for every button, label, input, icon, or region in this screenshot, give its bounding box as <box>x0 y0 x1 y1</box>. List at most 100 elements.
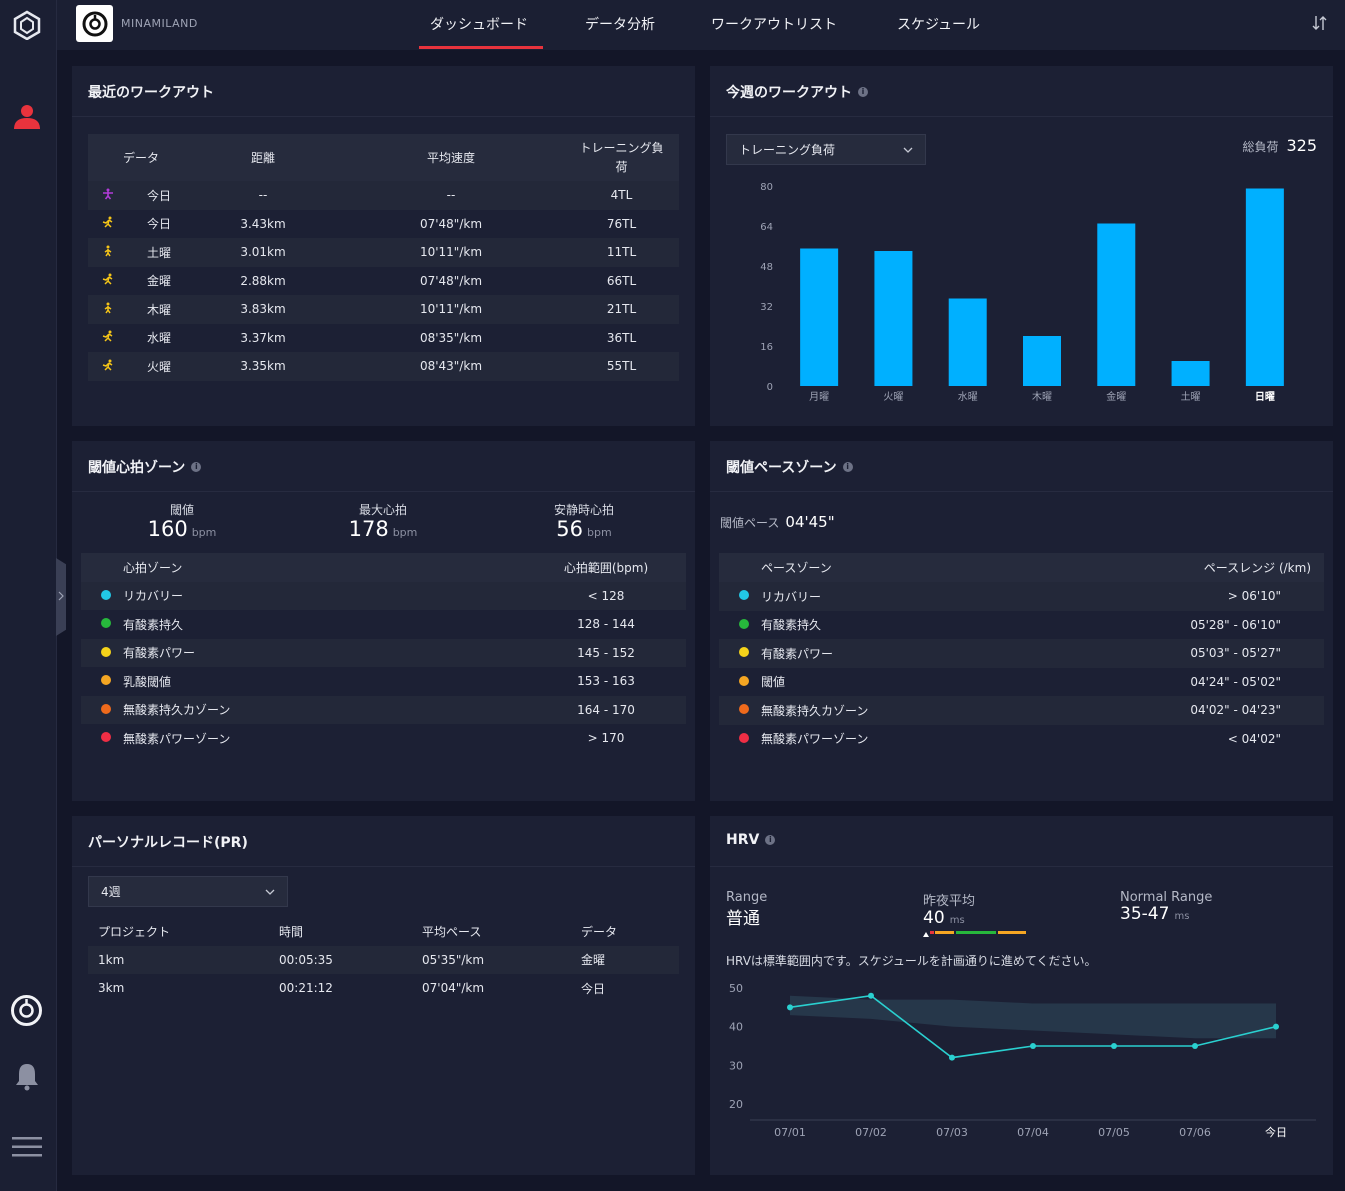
workout-distance: -- <box>198 181 328 210</box>
col-header-project: プロジェクト <box>98 924 171 939</box>
zone-dot-cell <box>719 611 761 640</box>
table-row[interactable]: 金曜 2.88km 07'48"/km 66TL <box>88 267 679 296</box>
tab-data-analysis[interactable]: データ分析 <box>585 17 655 33</box>
workout-date: 水曜 <box>147 331 172 346</box>
table-row[interactable]: 水曜 3.37km 08'35"/km 36TL <box>88 324 679 353</box>
metric-select[interactable]: トレーニング負荷 <box>726 134 926 165</box>
tab-schedule[interactable]: スケジュール <box>897 17 981 33</box>
bar[interactable] <box>1023 336 1061 386</box>
activity-icon-cell <box>88 295 123 324</box>
zone-color-dot <box>739 590 749 601</box>
workout-distance: 3.37km <box>240 330 286 345</box>
bar[interactable] <box>1171 361 1210 386</box>
zone-name: 有酸素パワー <box>123 638 526 667</box>
hr-stat-unit: bpm <box>392 526 418 539</box>
x-tick-label: 金曜 <box>1106 390 1126 403</box>
watch-icon[interactable] <box>10 994 43 1027</box>
zone-color-dot <box>739 618 749 629</box>
workout-distance: 3.43km <box>240 216 286 231</box>
zone-color-dot <box>739 647 749 658</box>
workout-speed: 08'35"/km <box>419 330 483 345</box>
workout-load: 4TL <box>574 181 679 210</box>
info-icon[interactable]: i <box>765 835 776 845</box>
table-header: ペースゾーン ペースレンジ (/km) <box>719 553 1324 582</box>
zone-dot-cell <box>719 725 761 754</box>
table-row[interactable]: 3km 00:21:12 07'04"/km 今日 <box>88 974 679 1003</box>
zone-color-dot <box>739 704 749 715</box>
app-logo-icon[interactable] <box>12 10 42 40</box>
y-tick-label: 80 <box>760 182 773 193</box>
menu-icon[interactable] <box>12 1136 42 1158</box>
y-tick-label: 32 <box>760 302 773 313</box>
card-title: 今週のワークアウト i <box>726 82 868 102</box>
hrv-data-point[interactable] <box>1111 1043 1117 1049</box>
info-icon[interactable]: i <box>842 462 853 472</box>
x-tick-label: 水曜 <box>958 391 978 403</box>
table-row[interactable]: 1km 00:05:35 05'35"/km 金曜 <box>88 945 679 974</box>
table-row[interactable]: 土曜 3.01km 10'11"/km 11TL <box>88 238 679 267</box>
bell-icon[interactable] <box>13 1061 41 1091</box>
tab-dashboard[interactable]: ダッシュボード <box>430 17 528 33</box>
x-tick-label: 07/06 <box>1179 1126 1211 1139</box>
activity-icon-cell <box>88 238 123 267</box>
hrv-data-point[interactable] <box>1030 1043 1036 1049</box>
zone-range: > 06'10" <box>1111 582 1324 611</box>
pace-zone-title: 閾値ペースゾーン <box>726 460 837 476</box>
table-row: 有酸素持久 05'28" - 06'10" <box>719 611 1324 640</box>
bar[interactable] <box>948 298 987 387</box>
brand-avatar[interactable] <box>76 5 113 42</box>
hrv-line-chart: 20 30 40 50 07/01 07/02 07/03 07/04 07/05 07/06 今日 <box>729 982 1316 1139</box>
zone-color-dot <box>101 646 111 657</box>
user-icon[interactable] <box>12 101 42 131</box>
bar[interactable] <box>1097 223 1136 387</box>
activity-icon-cell <box>88 324 123 353</box>
tab-workout-list[interactable]: ワークアウトリスト <box>711 17 837 33</box>
card-title: パーソナルレコード(PR) <box>88 832 248 852</box>
table-row[interactable]: 今日 3.43km 07'48"/km 76TL <box>88 210 679 239</box>
chevron-down-icon <box>265 889 275 895</box>
hr-zone-title: 閾値心拍ゾーン <box>88 460 186 476</box>
hrv-data-point[interactable] <box>868 992 874 999</box>
hrv-normal-value: 35-47 <box>1120 904 1170 924</box>
pr-time: 00:21:12 <box>279 981 333 996</box>
bar[interactable] <box>874 251 913 386</box>
zone-range: < 128 <box>526 581 686 610</box>
table-row: 閾値 04'24" - 05'02" <box>719 668 1324 697</box>
hrv-data-point[interactable] <box>1192 1043 1198 1049</box>
walk-icon <box>104 302 111 314</box>
hr-stat-value: 56 <box>556 517 584 541</box>
workout-speed: 10'11"/km <box>328 295 574 324</box>
table-row[interactable]: 火曜 3.35km 08'43"/km 55TL <box>88 352 679 381</box>
table-row: 有酸素パワー 145 - 152 <box>81 638 686 667</box>
activity-icon-cell <box>88 352 123 381</box>
info-icon[interactable]: i <box>191 462 202 472</box>
sort-icon[interactable] <box>1312 14 1328 32</box>
pr-date: 金曜 <box>581 945 679 974</box>
workout-date: 木曜 <box>123 295 198 324</box>
chevron-right-icon <box>58 591 64 601</box>
run-icon <box>102 359 112 371</box>
col-header-date: データ <box>581 924 618 939</box>
x-tick-label: 07/05 <box>1098 1126 1130 1139</box>
info-icon[interactable]: i <box>858 87 868 97</box>
table-row: 有酸素パワー 05'03" - 05'27" <box>719 639 1324 668</box>
col-header-distance: 距離 <box>198 134 328 181</box>
table-row[interactable]: 今日 -- -- 4TL <box>88 181 679 210</box>
hr-stat: 最大心拍 178 bpm <box>323 501 443 541</box>
col-header-zone: 心拍ゾーン <box>123 553 526 582</box>
recent-workouts-card: 最近のワークアウト データ 距離 平均速度 トレーニング負荷 今日 -- -- 4TL… <box>72 66 695 426</box>
period-select[interactable]: 4週 <box>88 876 288 907</box>
bar[interactable] <box>800 248 839 387</box>
hrv-data-point[interactable] <box>949 1054 955 1061</box>
zone-color-dot <box>739 732 749 743</box>
sidebar-expand-handle[interactable] <box>56 558 66 636</box>
x-tick-label: 日曜 <box>1255 391 1275 403</box>
table-row[interactable]: 木曜 3.83km 10'11"/km 21TL <box>88 295 679 324</box>
x-tick-label: 07/02 <box>855 1126 887 1139</box>
hrv-data-point[interactable] <box>1273 1023 1279 1030</box>
pace-zone-table: ペースゾーン ペースレンジ (/km) リカバリー > 06'10" 有酸素持久 05… <box>719 553 1324 753</box>
hrv-data-point[interactable] <box>787 1004 793 1011</box>
workout-date: 今日 <box>123 181 198 210</box>
bar[interactable] <box>1245 188 1284 387</box>
hr-stat-label: 最大心拍 <box>358 503 407 517</box>
